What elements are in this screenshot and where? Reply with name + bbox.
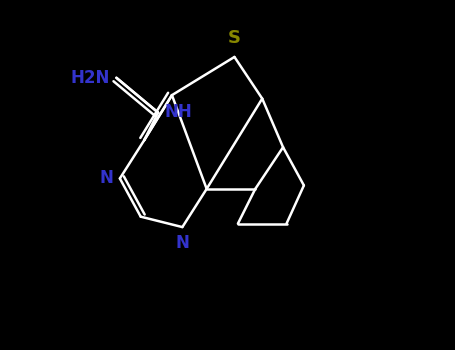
- Text: N: N: [99, 169, 113, 188]
- Text: S: S: [228, 29, 241, 47]
- Text: NH: NH: [165, 104, 193, 121]
- Text: N: N: [176, 234, 189, 252]
- Text: H2N: H2N: [70, 69, 110, 87]
